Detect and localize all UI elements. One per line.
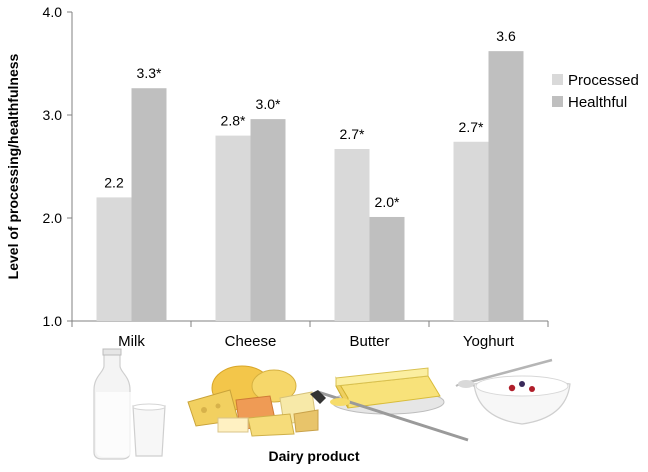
y-tick-label: 3.0 [43,107,63,123]
x-tick-label: Milk [118,333,145,350]
bar-processed-cheese [215,135,251,321]
cheese-assortment-icon [187,365,319,437]
x-tick-label: Yoghurt [463,333,515,350]
x-tick-label: Cheese [225,333,277,350]
data-label: 3.3* [137,65,162,81]
legend-swatch-processed [552,74,563,85]
bar-healthful-yoghurt [488,51,524,321]
category-icons [93,348,571,460]
legend-label-processed: Processed [568,72,639,89]
x-axis-title: Dairy product [268,448,359,464]
legend-label-healthful: Healthful [568,94,627,111]
y-tick-label: 2.0 [43,210,63,226]
bars: 2.2 3.3* 2.8* 3.0* 2.7* 2.0* 2.7* 3.6 [96,28,524,322]
legend-swatch-healthful [552,96,563,107]
bar-healthful-butter [369,216,405,321]
data-label: 3.6 [496,28,516,44]
y-tick-label: 1.0 [43,313,63,329]
butter-dish-icon [310,367,469,442]
y-tick-label: 4.0 [43,4,63,20]
x-tick-label: Butter [349,333,389,350]
data-label: 2.0* [375,194,400,210]
y-axis-title: Level of processing/healthfulness [5,53,21,279]
data-label: 2.7* [459,119,484,135]
data-label: 3.0* [256,96,281,112]
legend: Processed Healthful [552,72,639,111]
bar-healthful-cheese [250,119,286,322]
data-label: 2.8* [221,113,246,129]
data-label: 2.2 [104,174,124,190]
milk-bottle-icon [93,348,166,460]
bar-processed-yoghurt [453,141,489,321]
bar-healthful-milk [131,88,167,321]
data-label: 2.7* [340,126,365,142]
yoghurt-bowl-icon [455,358,571,425]
axes: 1.0 2.0 3.0 4.0 Milk Cheese Butter Yoghurt Level… [5,4,549,464]
bar-processed-butter [334,148,370,321]
bar-processed-milk [96,197,132,321]
